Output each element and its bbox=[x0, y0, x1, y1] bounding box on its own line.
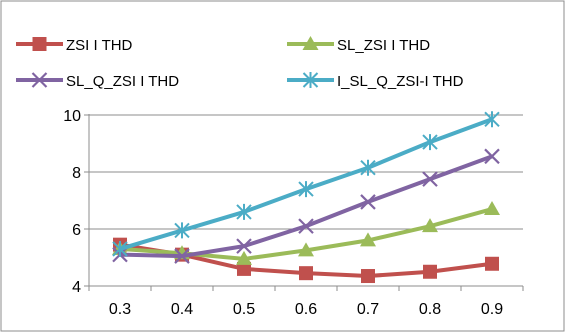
data-point bbox=[298, 218, 314, 234]
x-tick-label: 0.7 bbox=[357, 301, 379, 318]
legend-item: SL_ZSI I THD bbox=[287, 36, 430, 54]
legend-marker bbox=[302, 72, 319, 88]
series-group bbox=[112, 111, 500, 284]
legend-label: SL_Q_ZSI I THD bbox=[66, 73, 179, 90]
tick-labels: 4 6 8 10 0.3 0.4 0.5 0.6 0.7 0.8 0.9 bbox=[63, 108, 503, 318]
legend-item: ZSI I THD bbox=[16, 37, 133, 54]
data-point bbox=[422, 134, 438, 151]
axes bbox=[84, 114, 524, 291]
x-tick-label: 0.6 bbox=[295, 301, 317, 318]
data-point bbox=[422, 218, 438, 233]
data-point bbox=[298, 181, 314, 198]
legend: ZSI I THD SL_ZSI I THD SL_Q_ZSI I THD I_SL_… bbox=[16, 36, 464, 90]
data-point bbox=[360, 159, 376, 176]
y-tick-label: 6 bbox=[72, 222, 81, 239]
data-point bbox=[299, 266, 313, 281]
data-point bbox=[484, 201, 500, 216]
legend-label: SL_ZSI I THD bbox=[337, 37, 430, 54]
data-point bbox=[485, 256, 499, 271]
data-point bbox=[484, 148, 500, 165]
legend-marker bbox=[31, 72, 48, 88]
data-point bbox=[361, 269, 375, 284]
data-point bbox=[236, 250, 252, 265]
y-tick-label: 8 bbox=[72, 165, 81, 182]
data-point bbox=[174, 222, 190, 239]
data-point bbox=[423, 264, 437, 279]
series-3 bbox=[112, 148, 500, 264]
y-tick-label: 10 bbox=[63, 108, 81, 125]
x-tick-label: 0.3 bbox=[109, 301, 131, 318]
data-point bbox=[360, 194, 376, 210]
data-point bbox=[112, 240, 128, 257]
data-point bbox=[484, 111, 500, 128]
legend-label: I_SL_Q_ZSI-I THD bbox=[337, 73, 464, 90]
data-point bbox=[174, 248, 190, 264]
data-point bbox=[236, 238, 252, 254]
x-tick-label: 0.5 bbox=[233, 301, 255, 318]
data-point bbox=[298, 242, 314, 257]
legend-label: ZSI I THD bbox=[66, 37, 133, 54]
data-point bbox=[422, 171, 438, 187]
data-point bbox=[237, 261, 251, 276]
series-4 bbox=[112, 111, 500, 257]
x-tick-label: 0.8 bbox=[419, 301, 441, 318]
data-point bbox=[360, 232, 376, 247]
x-tick-label: 0.9 bbox=[481, 301, 503, 318]
legend-marker bbox=[302, 36, 319, 50]
data-point bbox=[236, 203, 252, 220]
legend-item: SL_Q_ZSI I THD bbox=[16, 72, 179, 90]
legend-marker bbox=[32, 37, 47, 51]
x-tick-label: 0.4 bbox=[171, 301, 193, 318]
y-tick-label: 4 bbox=[72, 279, 81, 296]
legend-item: I_SL_Q_ZSI-I THD bbox=[287, 72, 464, 90]
